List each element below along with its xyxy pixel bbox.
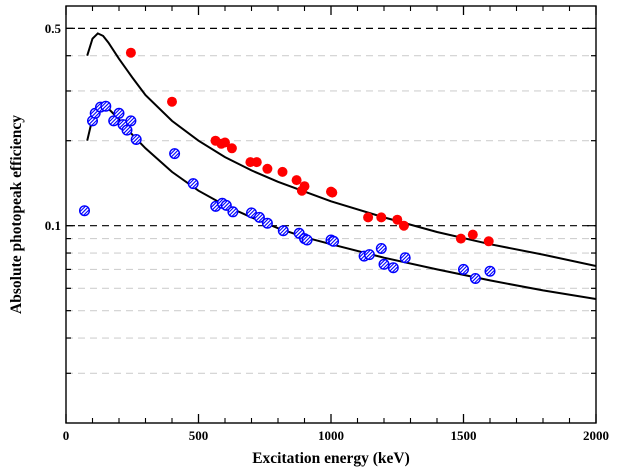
marker-outline	[253, 211, 265, 223]
marker-outline	[363, 249, 375, 261]
x-tick-label: 500	[189, 428, 209, 443]
data-point-filled	[455, 233, 466, 244]
data-point-filled	[125, 47, 136, 58]
marker-outline	[187, 178, 199, 190]
marker-outline	[220, 199, 232, 211]
marker-outline	[130, 133, 142, 145]
x-tick-label: 0	[63, 428, 70, 443]
marker-outline	[301, 234, 313, 246]
marker-outline	[387, 262, 399, 274]
data-point-filled	[262, 163, 273, 174]
data-point-filled	[167, 96, 177, 107]
x-axis-title: Excitation energy (keV)	[252, 450, 410, 467]
data-point-hatched	[169, 148, 181, 160]
data-point-filled	[291, 175, 302, 186]
marker-outline	[458, 263, 470, 275]
marker-outline	[484, 265, 496, 277]
data-point-filled	[226, 143, 237, 154]
marker-outline	[113, 107, 125, 119]
x-tick-label: 2000	[583, 428, 609, 443]
marker-outline	[328, 235, 340, 247]
data-point-filled	[392, 214, 403, 225]
marker-outline	[469, 273, 481, 285]
data-point-hatched	[277, 225, 289, 237]
tick-labels: 0 500 1000 1500 2000 0.1 0.5	[45, 21, 609, 443]
marker-outline	[378, 258, 390, 270]
y-tick-label: 0.5	[45, 21, 62, 36]
data-point-hatched	[187, 178, 199, 190]
data-point-filled	[483, 236, 494, 247]
marker-outline	[399, 252, 411, 264]
data-point-hatched	[227, 206, 239, 218]
marker-outline	[169, 148, 181, 160]
data-point-hatched	[399, 252, 411, 264]
y-axis-title: Absolute photopeak efficiency	[8, 115, 25, 314]
marker-outline	[78, 205, 90, 217]
plot-frame	[65, 5, 597, 424]
fit-curves	[86, 32, 596, 300]
data-point-filled	[251, 157, 262, 168]
axis-ticks	[65, 6, 597, 423]
marker-outline	[261, 217, 273, 229]
marker-outline	[108, 115, 120, 127]
data-point-filled	[363, 212, 374, 223]
fit-curve-line	[86, 32, 596, 267]
data-point-hatched	[484, 265, 496, 277]
marker-outline	[121, 124, 133, 136]
x-tick-label: 1000	[318, 428, 344, 443]
data-point-hatched	[469, 273, 481, 285]
marker-outline	[277, 225, 289, 237]
marker-outline	[227, 206, 239, 218]
data-point-filled	[220, 137, 230, 148]
data-point-filled	[467, 229, 478, 240]
data-point-hatched	[458, 263, 470, 275]
data-point-hatched	[78, 205, 90, 217]
data-point-hatched	[253, 211, 265, 223]
data-point-filled	[398, 220, 409, 231]
y-tick-label: 0.1	[45, 218, 61, 233]
data-point-filled	[376, 212, 387, 223]
marker-outline	[125, 115, 137, 127]
marker-outline	[100, 100, 112, 112]
data-point-filled	[277, 166, 288, 177]
data-point-filled	[327, 187, 338, 198]
marker-outline	[375, 242, 387, 254]
x-tick-label: 1500	[451, 428, 477, 443]
data-point-filled	[299, 181, 310, 192]
